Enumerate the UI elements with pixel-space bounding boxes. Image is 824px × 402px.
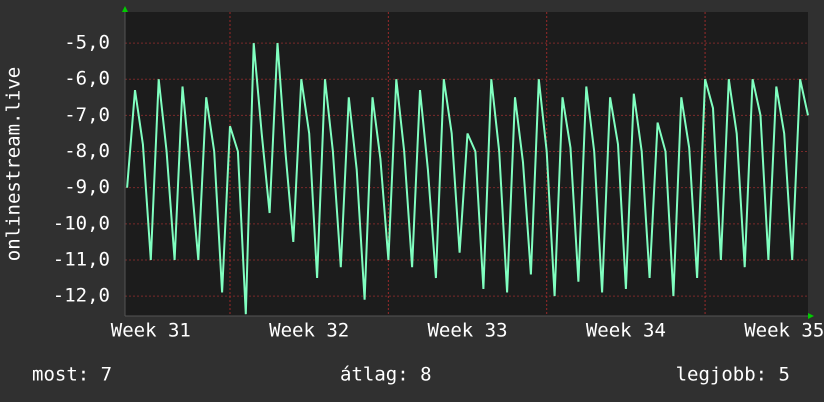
footer-best: legjobb: 5	[676, 364, 790, 386]
footer-current: most: 7	[32, 364, 112, 386]
y-tick-label: -10,0	[53, 212, 110, 234]
x-tick-label: Week 31	[111, 320, 191, 342]
y-tick-label: -5,0	[64, 32, 110, 54]
x-tick-label: Week 35	[744, 320, 824, 342]
y-tick-label: -11,0	[53, 248, 110, 270]
footer-average: átlag: 8	[340, 364, 432, 386]
x-axis-arrow	[808, 313, 814, 319]
y-tick-label: -6,0	[64, 68, 110, 90]
y-tick-label: -7,0	[64, 104, 110, 126]
y-tick-label: -12,0	[53, 285, 110, 307]
x-tick-label: Week 32	[269, 320, 349, 342]
y-axis-arrow	[122, 6, 128, 12]
y-tick-label: -8,0	[64, 140, 110, 162]
series	[126, 43, 809, 315]
x-tick-label: Week 33	[427, 320, 507, 342]
x-tick-label: Week 34	[586, 320, 666, 342]
y-tick-label: -9,0	[64, 176, 110, 198]
y-axis-label: onlinestream.live	[3, 67, 25, 261]
data-line	[126, 43, 809, 315]
